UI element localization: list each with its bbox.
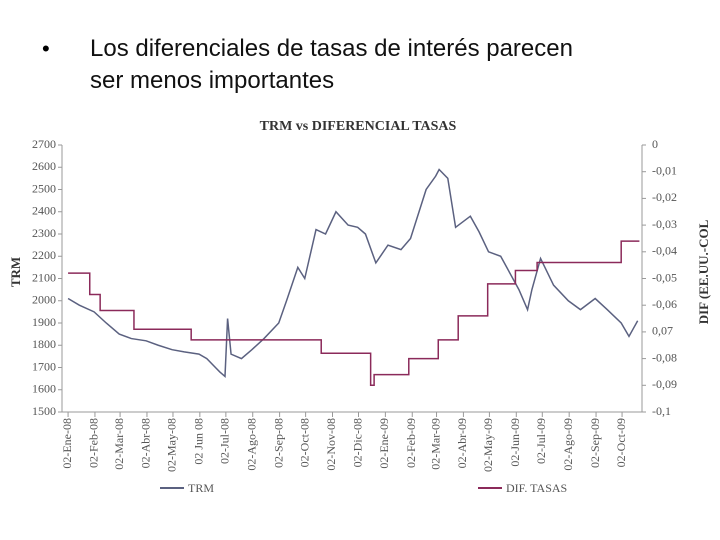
legend-label: TRM: [188, 481, 214, 495]
y2-tick-label: -0,09: [652, 377, 677, 391]
series-line: [68, 240, 640, 387]
x-tick-label: 02-Oct-09: [614, 418, 628, 467]
y2-tick-label: 0,07: [652, 324, 673, 338]
x-tick-label: 02-Ago-08: [244, 418, 258, 471]
y2-tick-label: 0: [652, 137, 658, 151]
x-tick-label: 02-May-08: [165, 418, 179, 472]
y2-tick-label: -0,03: [652, 217, 677, 231]
y2-tick-label: -0,06: [652, 297, 677, 311]
y-tick-label: 2000: [32, 293, 56, 307]
x-tick-label: 02-Abr-09: [455, 418, 469, 468]
y-tick-label: 1900: [32, 315, 56, 329]
y-tick-label: 2400: [32, 204, 56, 218]
bullet-line: ser menos importantes: [90, 67, 334, 94]
y-tick-label: 2200: [32, 248, 56, 262]
y2-tick-label: -0,04: [652, 244, 677, 258]
y2-tick-label: -0,01: [652, 163, 677, 177]
y-tick-label: 1500: [32, 404, 56, 418]
x-tick-label: 02-Jul-09: [534, 418, 548, 464]
y2-tick-label: -0,08: [652, 350, 677, 364]
y-tick-label: 2500: [32, 181, 56, 195]
x-tick-label: 02-Oct-08: [297, 418, 311, 467]
y2-tick-label: -0,02: [652, 190, 677, 204]
x-tick-label: 02-Mar-08: [112, 418, 126, 470]
x-tick-label: 02-Nov-08: [324, 418, 338, 471]
series-line: [67, 168, 639, 378]
x-tick-label: 02-May-09: [481, 418, 495, 472]
y2-axis-label: DIF (EE.UU.-COL: [696, 219, 711, 324]
y-tick-label: 1600: [32, 382, 56, 396]
y-tick-label: 2300: [32, 226, 56, 240]
legend-label: DIF. TASAS: [506, 481, 567, 495]
bullet-line: Los diferenciales de tasas de interés pa…: [90, 35, 573, 62]
x-tick-label: 02-Ene-08: [60, 418, 74, 469]
x-tick-label: 02-Ago-09: [561, 418, 575, 471]
x-tick-label: 02-Jun-09: [508, 418, 522, 467]
x-tick-label: 02-Feb-08: [87, 418, 101, 468]
x-tick-label: 02-Feb-09: [404, 418, 418, 468]
x-tick-label: 02-Jul-08: [218, 418, 232, 464]
x-tick-label: 02-Ene-09: [377, 418, 391, 469]
y-tick-label: 2600: [32, 159, 56, 173]
x-tick-label: 02-Sep-08: [271, 418, 285, 468]
chart-title: TRM vs DIFERENCIAL TASAS: [260, 119, 457, 134]
x-tick-label: 02 Jun 08: [192, 418, 206, 465]
y-tick-label: 2700: [32, 137, 56, 151]
y2-tick-label: -0,05: [652, 270, 677, 284]
y2-tick-label: -0,1: [652, 404, 671, 418]
y-axis-label: TRM: [8, 257, 23, 287]
x-tick-label: 02-Dic-08: [350, 418, 364, 467]
x-tick-label: 02-Mar-09: [428, 418, 442, 470]
y-tick-label: 2100: [32, 270, 56, 284]
bullet-marker: •: [42, 36, 50, 61]
y-tick-label: 1700: [32, 359, 56, 373]
y-tick-label: 1800: [32, 337, 56, 351]
x-tick-label: 02-Abr-08: [139, 418, 153, 468]
x-tick-label: 02-Sep-09: [588, 418, 602, 468]
